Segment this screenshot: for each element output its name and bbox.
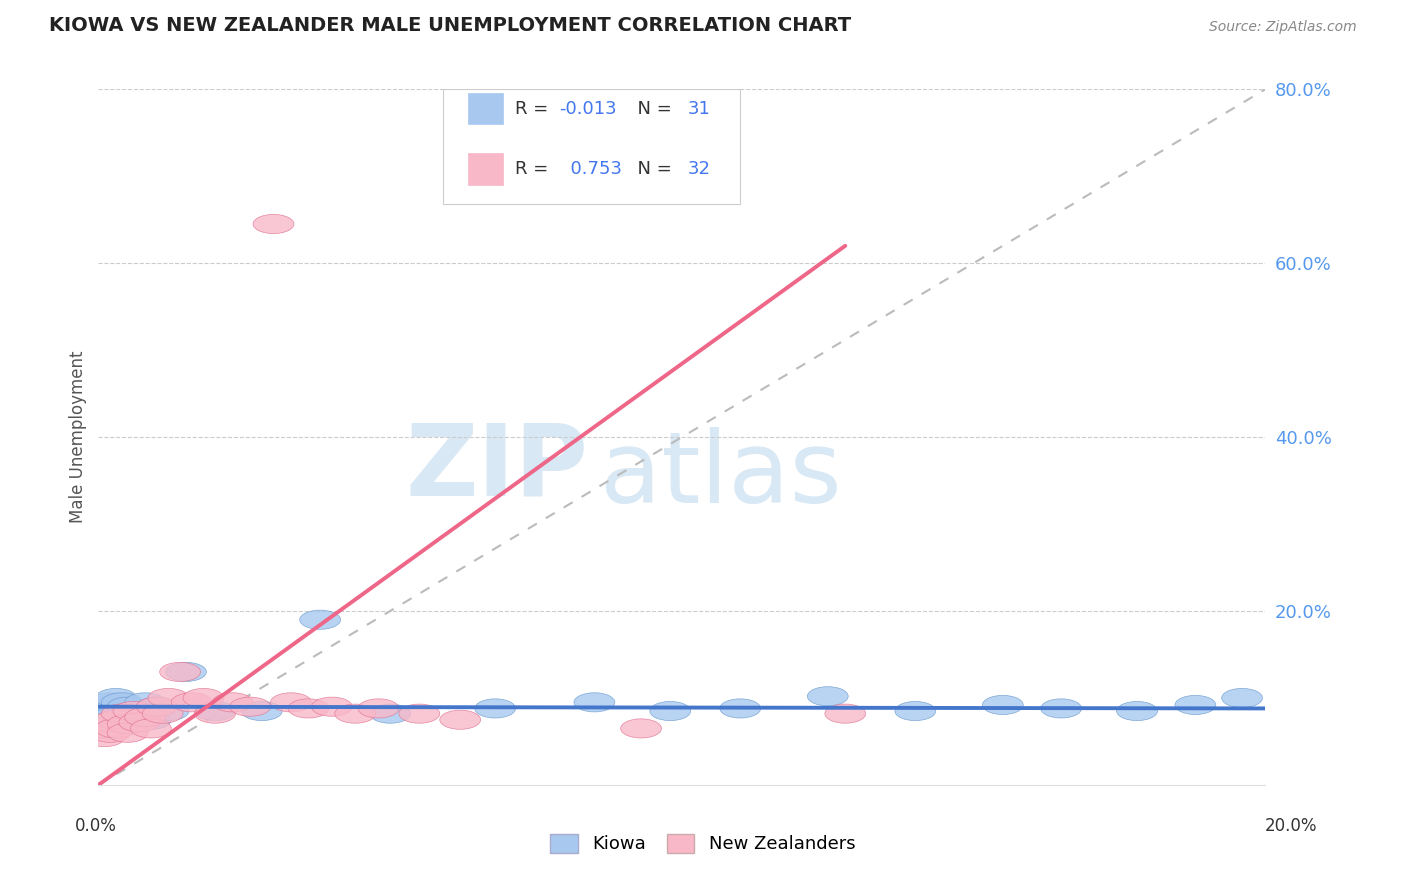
Ellipse shape xyxy=(311,698,353,716)
Ellipse shape xyxy=(183,689,224,707)
Ellipse shape xyxy=(112,706,153,725)
Text: R =: R = xyxy=(515,100,554,118)
Ellipse shape xyxy=(1175,696,1216,714)
Ellipse shape xyxy=(825,704,866,723)
Ellipse shape xyxy=(1222,689,1263,707)
Text: Source: ZipAtlas.com: Source: ZipAtlas.com xyxy=(1209,21,1357,34)
Text: 0.753: 0.753 xyxy=(560,161,623,178)
Text: ZIP: ZIP xyxy=(406,420,589,516)
Ellipse shape xyxy=(84,728,125,747)
Ellipse shape xyxy=(194,704,236,723)
Text: 31: 31 xyxy=(688,100,710,118)
Ellipse shape xyxy=(136,698,177,716)
Ellipse shape xyxy=(84,719,125,738)
Ellipse shape xyxy=(107,714,148,733)
FancyBboxPatch shape xyxy=(443,89,741,204)
Y-axis label: Male Unemployment: Male Unemployment xyxy=(69,351,87,524)
Ellipse shape xyxy=(84,698,125,716)
Ellipse shape xyxy=(101,693,142,712)
Ellipse shape xyxy=(359,698,399,718)
Ellipse shape xyxy=(807,687,848,706)
Ellipse shape xyxy=(125,693,166,712)
Ellipse shape xyxy=(107,723,148,742)
Ellipse shape xyxy=(574,693,614,712)
Text: 0.0%: 0.0% xyxy=(75,817,117,835)
Ellipse shape xyxy=(288,698,329,718)
Text: 32: 32 xyxy=(688,161,711,178)
Ellipse shape xyxy=(96,719,136,738)
Ellipse shape xyxy=(148,701,188,721)
Ellipse shape xyxy=(194,701,236,721)
Ellipse shape xyxy=(148,689,188,707)
Ellipse shape xyxy=(101,704,142,723)
Text: N =: N = xyxy=(626,100,678,118)
Ellipse shape xyxy=(131,719,172,738)
Ellipse shape xyxy=(90,713,131,732)
Ellipse shape xyxy=(112,701,153,721)
Ellipse shape xyxy=(107,714,148,733)
Ellipse shape xyxy=(270,693,311,712)
Ellipse shape xyxy=(242,701,283,721)
Ellipse shape xyxy=(166,663,207,681)
Text: -0.013: -0.013 xyxy=(560,100,617,118)
Ellipse shape xyxy=(172,693,212,712)
Ellipse shape xyxy=(160,663,201,681)
Ellipse shape xyxy=(229,698,270,716)
Text: R =: R = xyxy=(515,161,554,178)
Ellipse shape xyxy=(96,710,136,730)
Ellipse shape xyxy=(253,214,294,234)
Text: 20.0%: 20.0% xyxy=(1264,817,1317,835)
Ellipse shape xyxy=(650,701,690,721)
Ellipse shape xyxy=(96,706,136,725)
Ellipse shape xyxy=(894,701,936,721)
Ellipse shape xyxy=(101,710,142,730)
Text: N =: N = xyxy=(626,161,678,178)
Ellipse shape xyxy=(1040,698,1081,718)
Ellipse shape xyxy=(107,698,148,716)
Ellipse shape xyxy=(399,704,440,723)
Ellipse shape xyxy=(299,610,340,629)
Text: atlas: atlas xyxy=(600,427,842,524)
Ellipse shape xyxy=(475,698,516,718)
Ellipse shape xyxy=(720,698,761,718)
Ellipse shape xyxy=(620,719,661,738)
Ellipse shape xyxy=(90,723,131,742)
Text: KIOWA VS NEW ZEALANDER MALE UNEMPLOYMENT CORRELATION CHART: KIOWA VS NEW ZEALANDER MALE UNEMPLOYMENT… xyxy=(49,16,852,35)
Ellipse shape xyxy=(131,710,172,730)
Ellipse shape xyxy=(335,704,375,723)
Ellipse shape xyxy=(90,693,131,712)
Bar xyxy=(468,153,503,185)
Ellipse shape xyxy=(120,701,160,721)
Bar xyxy=(468,93,503,124)
Ellipse shape xyxy=(212,693,253,712)
Ellipse shape xyxy=(983,696,1024,714)
Ellipse shape xyxy=(125,707,166,727)
Ellipse shape xyxy=(96,689,136,707)
Ellipse shape xyxy=(370,704,411,723)
Legend: Kiowa, New Zealanders: Kiowa, New Zealanders xyxy=(543,827,863,861)
Ellipse shape xyxy=(136,698,177,716)
Ellipse shape xyxy=(142,704,183,723)
Ellipse shape xyxy=(90,701,131,721)
Ellipse shape xyxy=(1116,701,1157,721)
Ellipse shape xyxy=(440,710,481,730)
Ellipse shape xyxy=(120,713,160,732)
